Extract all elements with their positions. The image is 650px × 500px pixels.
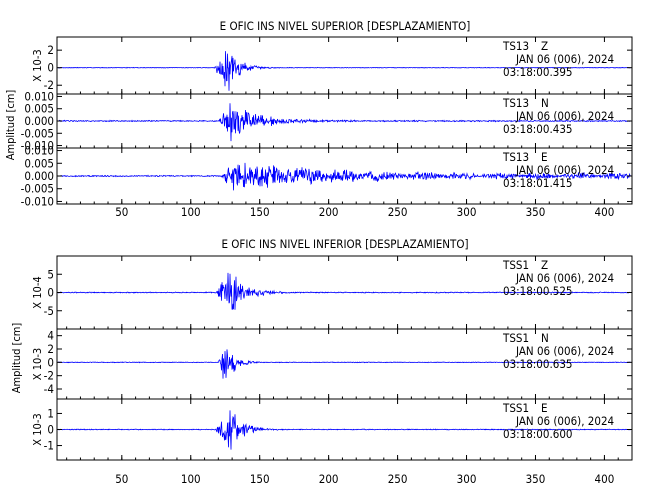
y-tick-label: 0.005 [24,156,54,170]
ylabel-superior: Amplitud [cm] [4,90,17,161]
record-date: JAN 06 (006), 2024 [515,271,614,285]
y-tick-label: 1 [47,406,54,420]
record-time: 03:18:00.600 [503,427,573,441]
x-tick-label: 50 [115,472,128,486]
y-tick-label: 5 [47,267,54,281]
record-date: JAN 06 (006), 2024 [515,163,614,177]
y-tick-label: -2 [44,78,54,92]
waveform-trace [57,103,631,142]
y-tick-label: -0.005 [21,182,54,196]
station-code: TSS1 [502,258,529,272]
record-date: JAN 06 (006), 2024 [515,109,614,123]
y-tick-label: 0 [47,423,54,437]
record-time: 03:18:01.415 [503,176,573,190]
record-time: 03:18:00.435 [503,122,573,136]
y-tick-label: -0.010 [21,194,54,208]
y-tick-label: 2 [47,342,54,356]
y-tick-label: 0 [47,286,54,300]
x-tick-label: 250 [388,472,408,486]
y-tick-label: 4 [47,329,54,343]
station-code: TSS1 [502,401,529,415]
station-code: TSS1 [502,331,529,345]
record-date: JAN 06 (006), 2024 [515,52,614,66]
record-time: 03:18:00.635 [503,357,573,371]
record-date: JAN 06 (006), 2024 [515,414,614,428]
station-code: TS13 [502,39,529,53]
waveform-trace [57,410,631,450]
x-tick-label: 200 [319,205,339,219]
y-tick-label: -0.005 [21,126,54,140]
scale-factor-label: X 10-3 [31,49,44,81]
y-tick-label: -5 [44,304,54,318]
station-code: TS13 [502,150,529,164]
panel-tss1-e [56,398,633,461]
record-time: 03:18:00.525 [503,284,573,298]
y-tick-label: 0.000 [24,114,54,128]
y-tick-label: 0.000 [24,169,54,183]
x-tick-label: 100 [181,472,201,486]
chart-title-superior: E OFIC INS NIVEL SUPERIOR [DESPLAZAMIENT… [220,19,471,33]
x-tick-label: 150 [250,205,270,219]
ylabel-inferior: Amplitud [cm] [10,323,23,394]
record-date: JAN 06 (006), 2024 [515,344,614,358]
x-tick-label: 100 [181,205,201,219]
waveform-trace [57,51,631,91]
y-tick-label: -2 [44,369,54,383]
waveform-trace [57,272,631,310]
x-tick-label: 350 [526,472,546,486]
y-tick-label: -0.010 [21,139,54,153]
scale-factor-label: X 10-4 [31,276,44,308]
y-tick-label: 0.005 [24,102,54,116]
x-tick-label: 300 [457,205,477,219]
x-tick-label: 350 [526,205,546,219]
y-tick-label: -1 [44,439,54,453]
scale-factor-label: X 10-3 [31,413,44,445]
x-tick-label: 250 [388,205,408,219]
x-tick-label: 150 [250,472,270,486]
component-code: N [541,331,549,345]
scale-factor-label: X 10-3 [31,348,44,380]
x-tick-label: 200 [319,472,339,486]
component-code: Z [541,39,548,53]
waveform-trace [57,162,631,191]
chart-title-inferior: E OFIC INS NIVEL INFERIOR [DESPLAZAMIENT… [221,237,468,251]
component-code: N [541,96,549,110]
x-tick-label: 50 [115,205,128,219]
panel-ts13-e [56,147,633,205]
y-tick-label: 2 [47,43,54,57]
record-time: 03:18:00.395 [503,65,573,79]
waveform-trace [57,349,631,379]
x-tick-label: 300 [457,472,477,486]
component-code: E [541,401,548,415]
y-tick-label: 0 [47,355,54,369]
y-tick-label: 0.010 [24,144,54,158]
x-tick-label: 400 [595,205,615,219]
component-code: Z [541,258,548,272]
y-tick-label: 0.010 [24,89,54,103]
y-tick-label: -4 [44,382,54,396]
x-tick-label: 400 [595,472,615,486]
component-code: E [541,150,548,164]
station-code: TS13 [502,96,529,110]
y-tick-label: 0 [47,61,54,75]
